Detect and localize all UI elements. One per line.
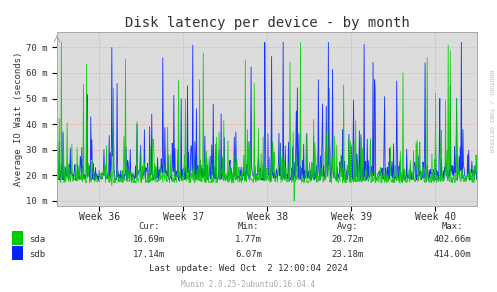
Text: 414.00m: 414.00m	[433, 250, 471, 258]
Text: sdb: sdb	[29, 250, 45, 258]
Text: Week 37: Week 37	[163, 212, 204, 222]
Text: 17.14m: 17.14m	[133, 250, 165, 258]
Text: Munin 2.0.25-2ubuntu0.16.04.4: Munin 2.0.25-2ubuntu0.16.04.4	[181, 280, 316, 289]
Text: sda: sda	[29, 235, 45, 244]
Text: Week 40: Week 40	[414, 212, 456, 222]
Text: Avg:: Avg:	[337, 222, 359, 231]
Text: 402.66m: 402.66m	[433, 235, 471, 244]
Title: Disk latency per device - by month: Disk latency per device - by month	[125, 15, 410, 29]
Text: Week 38: Week 38	[247, 212, 288, 222]
Text: Max:: Max:	[441, 222, 463, 231]
Text: Min:: Min:	[238, 222, 259, 231]
Y-axis label: Average IO Wait (seconds): Average IO Wait (seconds)	[14, 52, 23, 186]
Text: 23.18m: 23.18m	[332, 250, 364, 258]
Text: Week 39: Week 39	[331, 212, 372, 222]
Text: Last update: Wed Oct  2 12:00:04 2024: Last update: Wed Oct 2 12:00:04 2024	[149, 264, 348, 273]
Text: 20.72m: 20.72m	[332, 235, 364, 244]
Text: RRDTOOL / TOBI OETIKER: RRDTOOL / TOBI OETIKER	[489, 70, 494, 152]
Text: 1.77m: 1.77m	[235, 235, 262, 244]
Text: 16.69m: 16.69m	[133, 235, 165, 244]
Text: Cur:: Cur:	[138, 222, 160, 231]
Text: 6.07m: 6.07m	[235, 250, 262, 258]
Text: Week 36: Week 36	[79, 212, 120, 222]
